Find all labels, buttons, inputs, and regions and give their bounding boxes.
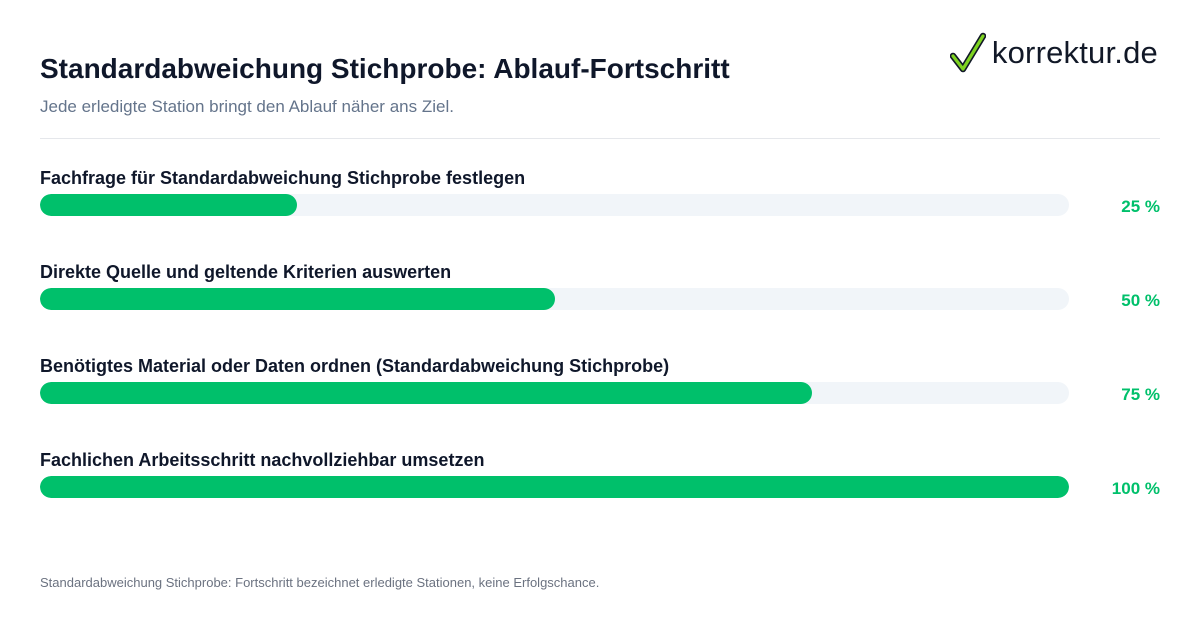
progress-bar	[40, 194, 298, 216]
row-label: Fachlichen Arbeitsschritt nachvollziehba…	[40, 450, 485, 470]
progress-track	[40, 476, 1069, 498]
header-divider	[40, 138, 1160, 139]
progress-value-label: 25 %	[1121, 197, 1160, 216]
row-label: Direkte Quelle und geltende Kriterien au…	[40, 262, 452, 282]
progress-row: Fachfrage für Standardabweichung Stichpr…	[40, 166, 1160, 260]
footnote: Standardabweichung Stichprobe: Fortschri…	[40, 575, 600, 590]
progress-row: Benötigtes Material oder Daten ordnen (S…	[40, 354, 1160, 448]
progress-track	[40, 288, 1069, 310]
chart-header: Standardabweichung Stichprobe: Ablauf-Fo…	[40, 52, 900, 118]
progress-bar	[40, 382, 812, 404]
chart-title: Standardabweichung Stichprobe: Ablauf-Fo…	[40, 53, 730, 84]
checkmark-icon	[949, 32, 986, 73]
brand-logo: korrektur.de	[949, 30, 1158, 76]
progress-row: Direkte Quelle und geltende Kriterien au…	[40, 260, 1160, 354]
progress-bar	[40, 476, 1069, 498]
row-label: Fachfrage für Standardabweichung Stichpr…	[40, 168, 526, 188]
progress-track	[40, 194, 1069, 216]
progress-chart: Fachfrage für Standardabweichung Stichpr…	[40, 166, 1160, 542]
progress-bar	[40, 288, 555, 310]
progress-value-label: 75 %	[1121, 385, 1160, 404]
progress-track	[40, 382, 1069, 404]
brand-name: korrektur.de	[991, 35, 1158, 70]
chart-subtitle: Jede erledigte Station bringt den Ablauf…	[40, 97, 454, 116]
row-label: Benötigtes Material oder Daten ordnen (S…	[40, 356, 670, 376]
progress-row: Fachlichen Arbeitsschritt nachvollziehba…	[40, 448, 1160, 542]
progress-value-label: 100 %	[1111, 479, 1160, 498]
progress-value-label: 50 %	[1121, 291, 1160, 310]
